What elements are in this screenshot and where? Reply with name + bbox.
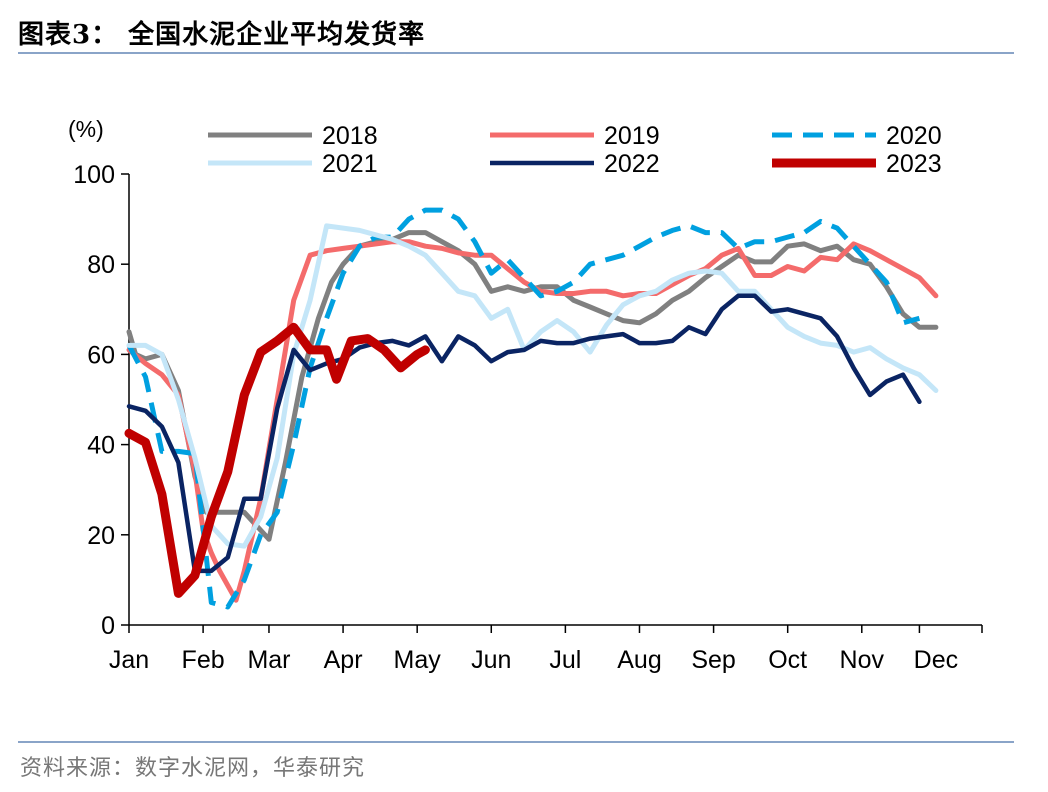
legend-label-2018: 2018 <box>322 122 378 150</box>
source-note: 资料来源：数字水泥网，华泰研究 <box>20 756 366 781</box>
x-tick-label-nov: Nov <box>840 646 885 674</box>
series-line-2022 <box>126 293 922 574</box>
series-line-2019 <box>126 239 939 603</box>
chart-axes: 0 20 40 60 80 100 (%) Jan Feb Mar Apr May Jun Jul Aug S… <box>68 116 983 674</box>
y-tick-label: 20 <box>87 522 115 550</box>
series-line-2023 <box>124 322 430 598</box>
x-tick-label-jan: Jan <box>109 646 149 674</box>
figure-title: 图表3： 全国水泥企业平均发货率 <box>18 20 426 50</box>
x-tick-label-may: May <box>394 646 442 674</box>
title-divider <box>18 52 1014 54</box>
y-tick-label: 100 <box>73 161 115 189</box>
legend-label-2022: 2022 <box>604 150 660 178</box>
x-tick-label-sep: Sep <box>691 646 735 674</box>
y-tick-label: 80 <box>87 251 115 279</box>
source-divider <box>18 741 1014 743</box>
x-tick-label-apr: Apr <box>324 646 363 674</box>
x-tick-label-jun: Jun <box>471 646 511 674</box>
x-tick-label-mar: Mar <box>247 646 290 674</box>
x-tick-label-oct: Oct <box>768 646 807 674</box>
legend-label-2019: 2019 <box>604 122 660 150</box>
y-axis-unit-label: (%) <box>68 116 104 142</box>
y-tick-label: 0 <box>101 612 115 640</box>
x-tick-label-feb: Feb <box>182 646 225 674</box>
series-line-2020 <box>126 207 921 610</box>
x-tick-label-aug: Aug <box>617 646 661 674</box>
x-tick-label-jul: Jul <box>549 646 581 674</box>
legend-label-2023: 2023 <box>886 150 942 178</box>
legend-label-2021: 2021 <box>322 150 378 178</box>
legend-label-2020: 2020 <box>886 122 942 150</box>
chart-series <box>124 207 939 610</box>
x-tick-label-dec: Dec <box>914 646 958 674</box>
series-line-2021 <box>126 223 939 549</box>
chart-legend: 2018 2019 2020 2021 2022 2023 <box>208 122 942 178</box>
y-tick-label: 60 <box>87 341 115 369</box>
y-tick-label: 40 <box>87 432 115 460</box>
